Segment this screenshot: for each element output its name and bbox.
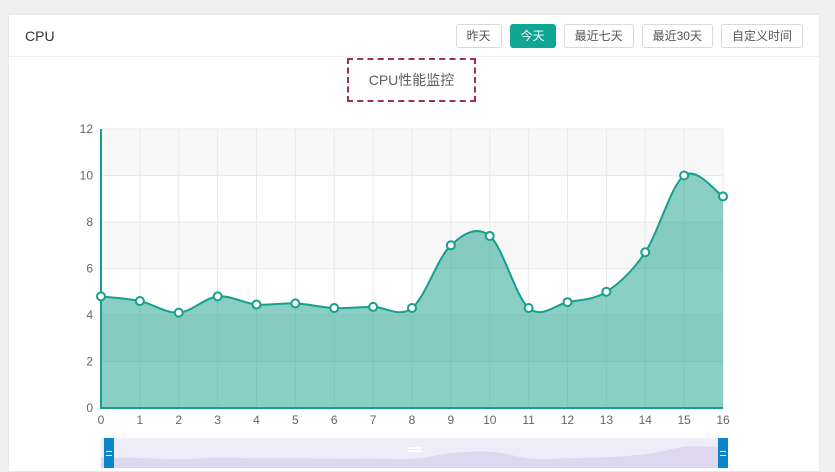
svg-text:15: 15	[677, 413, 691, 427]
svg-text:9: 9	[448, 413, 455, 427]
time-btn-last-30-days[interactable]: 最近30天	[641, 23, 713, 48]
svg-text:10: 10	[483, 413, 497, 427]
datazoom-track[interactable]	[101, 438, 728, 468]
svg-text:6: 6	[86, 262, 93, 276]
time-btn-last-7-days[interactable]: 最近七天	[563, 23, 634, 48]
svg-text:3: 3	[214, 413, 221, 427]
datazoom-slider	[101, 438, 728, 468]
grip-icon	[720, 450, 726, 456]
svg-text:5: 5	[292, 413, 299, 427]
svg-text:7: 7	[370, 413, 377, 427]
time-range-buttons: 昨天 今天 最近七天 最近30天 自定义时间	[455, 23, 803, 48]
grip-icon	[106, 450, 112, 456]
datazoom-right-handle[interactable]	[718, 438, 728, 468]
svg-text:4: 4	[253, 413, 260, 427]
svg-text:14: 14	[639, 413, 653, 427]
datazoom-move-grip-icon[interactable]	[407, 447, 422, 452]
datazoom-left-handle[interactable]	[104, 438, 114, 468]
datazoom-silhouette	[101, 446, 728, 468]
time-btn-custom-range[interactable]: 自定义时间	[720, 23, 803, 48]
svg-text:6: 6	[331, 413, 338, 427]
time-btn-yesterday[interactable]: 昨天	[455, 23, 502, 48]
svg-text:0: 0	[86, 401, 93, 415]
svg-text:8: 8	[86, 215, 93, 229]
svg-text:11: 11	[522, 413, 535, 427]
svg-text:4: 4	[86, 308, 93, 322]
svg-text:10: 10	[80, 169, 94, 183]
chart-title: CPU性能监控	[368, 72, 455, 88]
chart-title-box: CPU性能监控	[347, 58, 476, 102]
cpu-panel: CPU 昨天 今天 最近七天 最近30天 自定义时间 CPU性能监控 0 2 4 6 8 10 12…	[8, 14, 820, 472]
svg-text:0: 0	[98, 413, 105, 427]
svg-text:12: 12	[80, 122, 94, 136]
time-btn-today[interactable]: 今天	[509, 23, 556, 48]
svg-text:12: 12	[561, 413, 575, 427]
svg-text:2: 2	[175, 413, 182, 427]
svg-text:2: 2	[86, 355, 93, 369]
svg-text:16: 16	[716, 413, 730, 427]
svg-text:1: 1	[137, 413, 144, 427]
svg-text:13: 13	[600, 413, 614, 427]
svg-text:8: 8	[409, 413, 416, 427]
panel-header: CPU 昨天 今天 最近七天 最近30天 自定义时间	[9, 15, 819, 57]
panel-title: CPU	[25, 27, 55, 44]
